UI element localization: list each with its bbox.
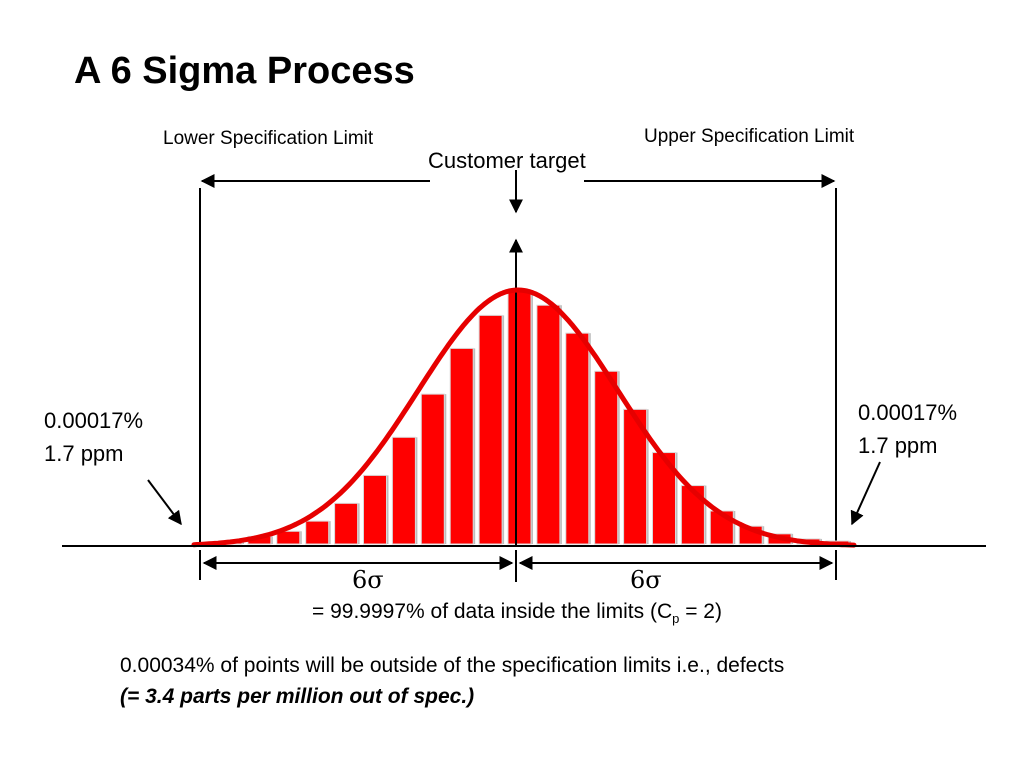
capability-subscript: p: [672, 611, 680, 627]
histogram-bar: [507, 289, 532, 545]
left-tail-annotation: 0.00017% 1.7 ppm: [44, 404, 143, 470]
capability-statement: = 99.9997% of data inside the limits (Cp…: [312, 600, 722, 626]
histogram-bar: [276, 530, 301, 545]
defects-line: 0.00034% of points will be outside of th…: [120, 654, 785, 677]
upper-spec-limit-label: Upper Specification Limit: [644, 126, 855, 147]
lower-spec-limit-label: Lower Specification Limit: [163, 128, 374, 149]
right-tail-percent: 0.00017%: [858, 400, 958, 425]
histogram-bar: [334, 502, 359, 545]
right-tail-ppm: 1.7 ppm: [858, 433, 938, 458]
customer-target-label: Customer target: [428, 148, 586, 173]
left-tail-arrow: [147, 479, 182, 526]
histogram-bar: [391, 436, 416, 545]
defects-ppm-line: (= 3.4 parts per million out of spec.): [120, 685, 475, 708]
slide-title: A 6 Sigma Process: [74, 50, 415, 92]
histogram-bars: [218, 289, 851, 545]
left-tail-percent: 0.00017%: [44, 408, 144, 433]
right-six-sigma-label: 6σ: [630, 566, 662, 594]
left-tail-ppm: 1.7 ppm: [44, 441, 124, 466]
normal-curve: [191, 287, 857, 548]
capability-prefix: = 99.9997% of data inside the limits (C: [312, 600, 673, 623]
capability-suffix: = 2): [679, 600, 722, 623]
left-six-sigma-label: 6σ: [352, 566, 384, 594]
histogram-bar: [652, 452, 676, 545]
histogram-bar: [363, 474, 387, 545]
histogram-bar: [536, 304, 561, 545]
histogram-bar: [305, 520, 330, 545]
right-tail-arrow: [850, 461, 881, 526]
histogram-bar: [680, 485, 705, 545]
histogram-bar: [478, 314, 503, 545]
histogram-bar: [449, 347, 474, 545]
histogram-bar: [623, 408, 648, 545]
histogram-bar: [420, 393, 445, 545]
histogram-bar: [594, 370, 619, 545]
right-tail-annotation: 0.00017% 1.7 ppm: [858, 396, 957, 462]
histogram-bar: [565, 332, 590, 545]
defects-footnote: 0.00034% of points will be outside of th…: [120, 650, 784, 712]
